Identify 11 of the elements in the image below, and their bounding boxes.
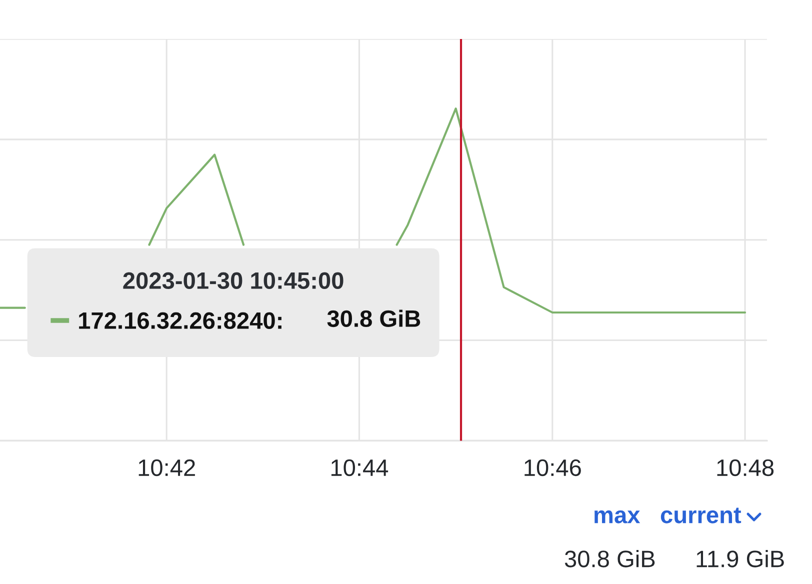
x-tick-label: 10:46 [524, 459, 581, 476]
annotation: 30.8 GiB [327, 310, 420, 328]
text: 11.9 GiB [696, 550, 784, 568]
legend-label: 172.16.32.26:8240: [79, 312, 282, 330]
text: 30.8 GiB [564, 550, 655, 568]
x-tick-label: 10:48 [717, 459, 774, 476]
text: max [594, 510, 640, 524]
x-tick-label: 10:44 [331, 459, 388, 476]
text: current [660, 508, 742, 524]
legend-title: 2023-01-30 10:45:00 [123, 272, 344, 290]
x-tick-label: 10:42 [138, 459, 195, 476]
